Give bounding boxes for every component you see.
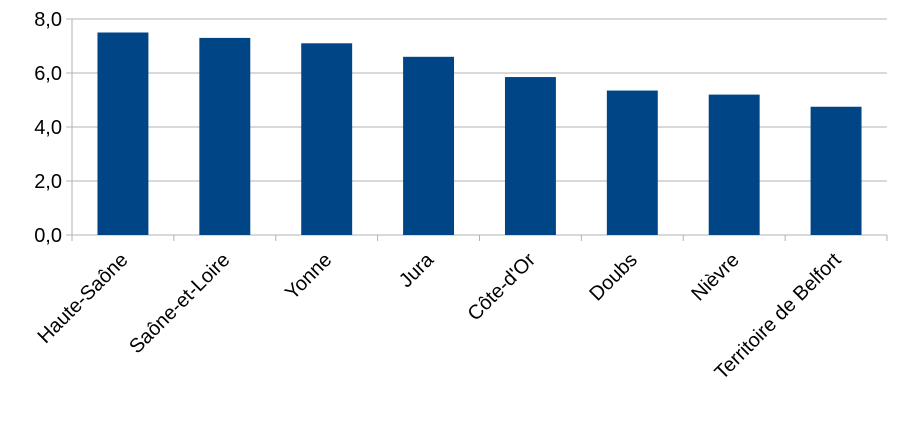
x-category-label: Nièvre bbox=[687, 249, 743, 305]
x-category-label: Haute-Saône bbox=[34, 249, 133, 348]
axes bbox=[71, 19, 888, 241]
bar-1 bbox=[199, 37, 251, 236]
bar-7 bbox=[810, 106, 862, 235]
y-tick-label: 0,0 bbox=[34, 225, 62, 247]
gridlines bbox=[66, 18, 887, 236]
bars bbox=[97, 32, 862, 236]
y-tick-label: 2,0 bbox=[34, 171, 62, 193]
x-category-label: Doubs bbox=[585, 249, 641, 305]
bar-2 bbox=[301, 43, 353, 235]
bar-3 bbox=[403, 56, 455, 235]
x-category-label: Jura bbox=[395, 248, 439, 292]
y-tick-label: 4,0 bbox=[34, 117, 62, 139]
bar-5 bbox=[606, 90, 658, 235]
bar-6 bbox=[708, 94, 760, 235]
x-category-label: Yonne bbox=[281, 249, 336, 304]
y-tick-label: 6,0 bbox=[34, 63, 62, 85]
x-category-label: Côte-d'Or bbox=[464, 249, 541, 326]
bar-4 bbox=[504, 77, 556, 235]
x-category-label: Saône-et-Loire bbox=[125, 249, 234, 358]
y-axis-ticks: 0,0 2,0 4,0 6,0 8,0 bbox=[34, 9, 62, 247]
y-tick-label: 8,0 bbox=[34, 9, 62, 31]
bar-0 bbox=[97, 32, 149, 235]
